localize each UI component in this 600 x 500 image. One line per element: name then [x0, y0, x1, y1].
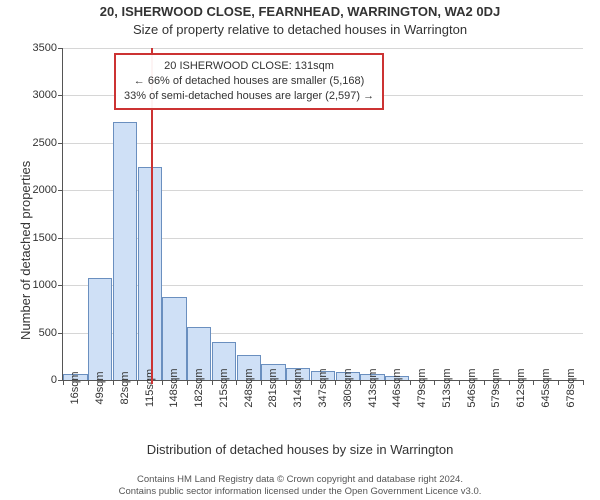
- x-tick-label: 546sqm: [466, 368, 478, 407]
- x-tick-mark: [509, 380, 510, 385]
- x-tick-label: 16sqm: [69, 371, 81, 404]
- x-tick-label: 479sqm: [416, 368, 428, 407]
- callout-line-2: ← 66% of detached houses are smaller (5,…: [124, 74, 374, 89]
- x-tick-mark: [360, 380, 361, 385]
- y-tick-label: 3000: [33, 89, 63, 101]
- x-tick-label: 115sqm: [144, 369, 156, 407]
- x-tick-mark: [335, 380, 336, 385]
- y-tick-label: 1500: [33, 232, 63, 244]
- y-tick-label: 1000: [33, 279, 63, 291]
- x-tick-label: 281sqm: [267, 368, 279, 407]
- x-tick-label: 49sqm: [94, 371, 106, 404]
- callout-line-3: 33% of semi-detached houses are larger (…: [124, 89, 374, 104]
- x-tick-mark: [113, 380, 114, 385]
- x-tick-label: 678sqm: [565, 368, 577, 407]
- x-tick-label: 612sqm: [515, 368, 527, 407]
- histogram-bar: [88, 278, 112, 380]
- x-tick-label: 82sqm: [119, 371, 131, 404]
- x-tick-label: 513sqm: [441, 368, 453, 407]
- y-tick-label: 0: [51, 374, 63, 386]
- x-tick-mark: [558, 380, 559, 385]
- x-tick-label: 579sqm: [490, 368, 502, 407]
- x-tick-mark: [212, 380, 213, 385]
- footer-attribution: Contains HM Land Registry data © Crown c…: [0, 474, 600, 498]
- x-tick-label: 645sqm: [540, 368, 552, 407]
- x-tick-mark: [311, 380, 312, 385]
- x-tick-mark: [137, 380, 138, 385]
- x-tick-label: 446sqm: [391, 368, 403, 407]
- gridline: [63, 143, 583, 144]
- y-tick-label: 500: [39, 327, 63, 339]
- y-tick-label: 2500: [33, 137, 63, 149]
- gridline: [63, 48, 583, 49]
- histogram-bar: [138, 167, 162, 380]
- callout-line-1: 20 ISHERWOOD CLOSE: 131sqm: [124, 59, 374, 74]
- x-tick-mark: [484, 380, 485, 385]
- x-tick-mark: [410, 380, 411, 385]
- footer-line-2: Contains public sector information licen…: [0, 486, 600, 498]
- x-tick-label: 380sqm: [342, 368, 354, 407]
- y-axis-label: Number of detached properties: [18, 161, 33, 340]
- x-tick-mark: [162, 380, 163, 385]
- x-tick-label: 182sqm: [193, 368, 205, 407]
- x-tick-mark: [236, 380, 237, 385]
- y-tick-label: 2000: [33, 184, 63, 196]
- x-tick-mark: [286, 380, 287, 385]
- x-tick-mark: [385, 380, 386, 385]
- y-tick-label: 3500: [33, 42, 63, 54]
- x-tick-label: 248sqm: [243, 368, 255, 407]
- callout-box: 20 ISHERWOOD CLOSE: 131sqm ← 66% of deta…: [114, 53, 384, 110]
- x-tick-label: 413sqm: [367, 368, 379, 407]
- x-tick-mark: [533, 380, 534, 385]
- x-tick-mark: [63, 380, 64, 385]
- x-tick-mark: [583, 380, 584, 385]
- page-subtitle: Size of property relative to detached ho…: [0, 22, 600, 37]
- x-tick-label: 314sqm: [292, 368, 304, 407]
- x-tick-label: 215sqm: [218, 368, 230, 407]
- footer-line-1: Contains HM Land Registry data © Crown c…: [0, 474, 600, 486]
- x-tick-mark: [187, 380, 188, 385]
- x-tick-mark: [88, 380, 89, 385]
- x-tick-mark: [459, 380, 460, 385]
- x-axis-label: Distribution of detached houses by size …: [0, 442, 600, 457]
- x-tick-mark: [434, 380, 435, 385]
- x-tick-label: 148sqm: [168, 368, 180, 407]
- page-title: 20, ISHERWOOD CLOSE, FEARNHEAD, WARRINGT…: [0, 4, 600, 19]
- x-tick-mark: [261, 380, 262, 385]
- histogram-bar: [113, 122, 137, 380]
- x-tick-label: 347sqm: [317, 368, 329, 407]
